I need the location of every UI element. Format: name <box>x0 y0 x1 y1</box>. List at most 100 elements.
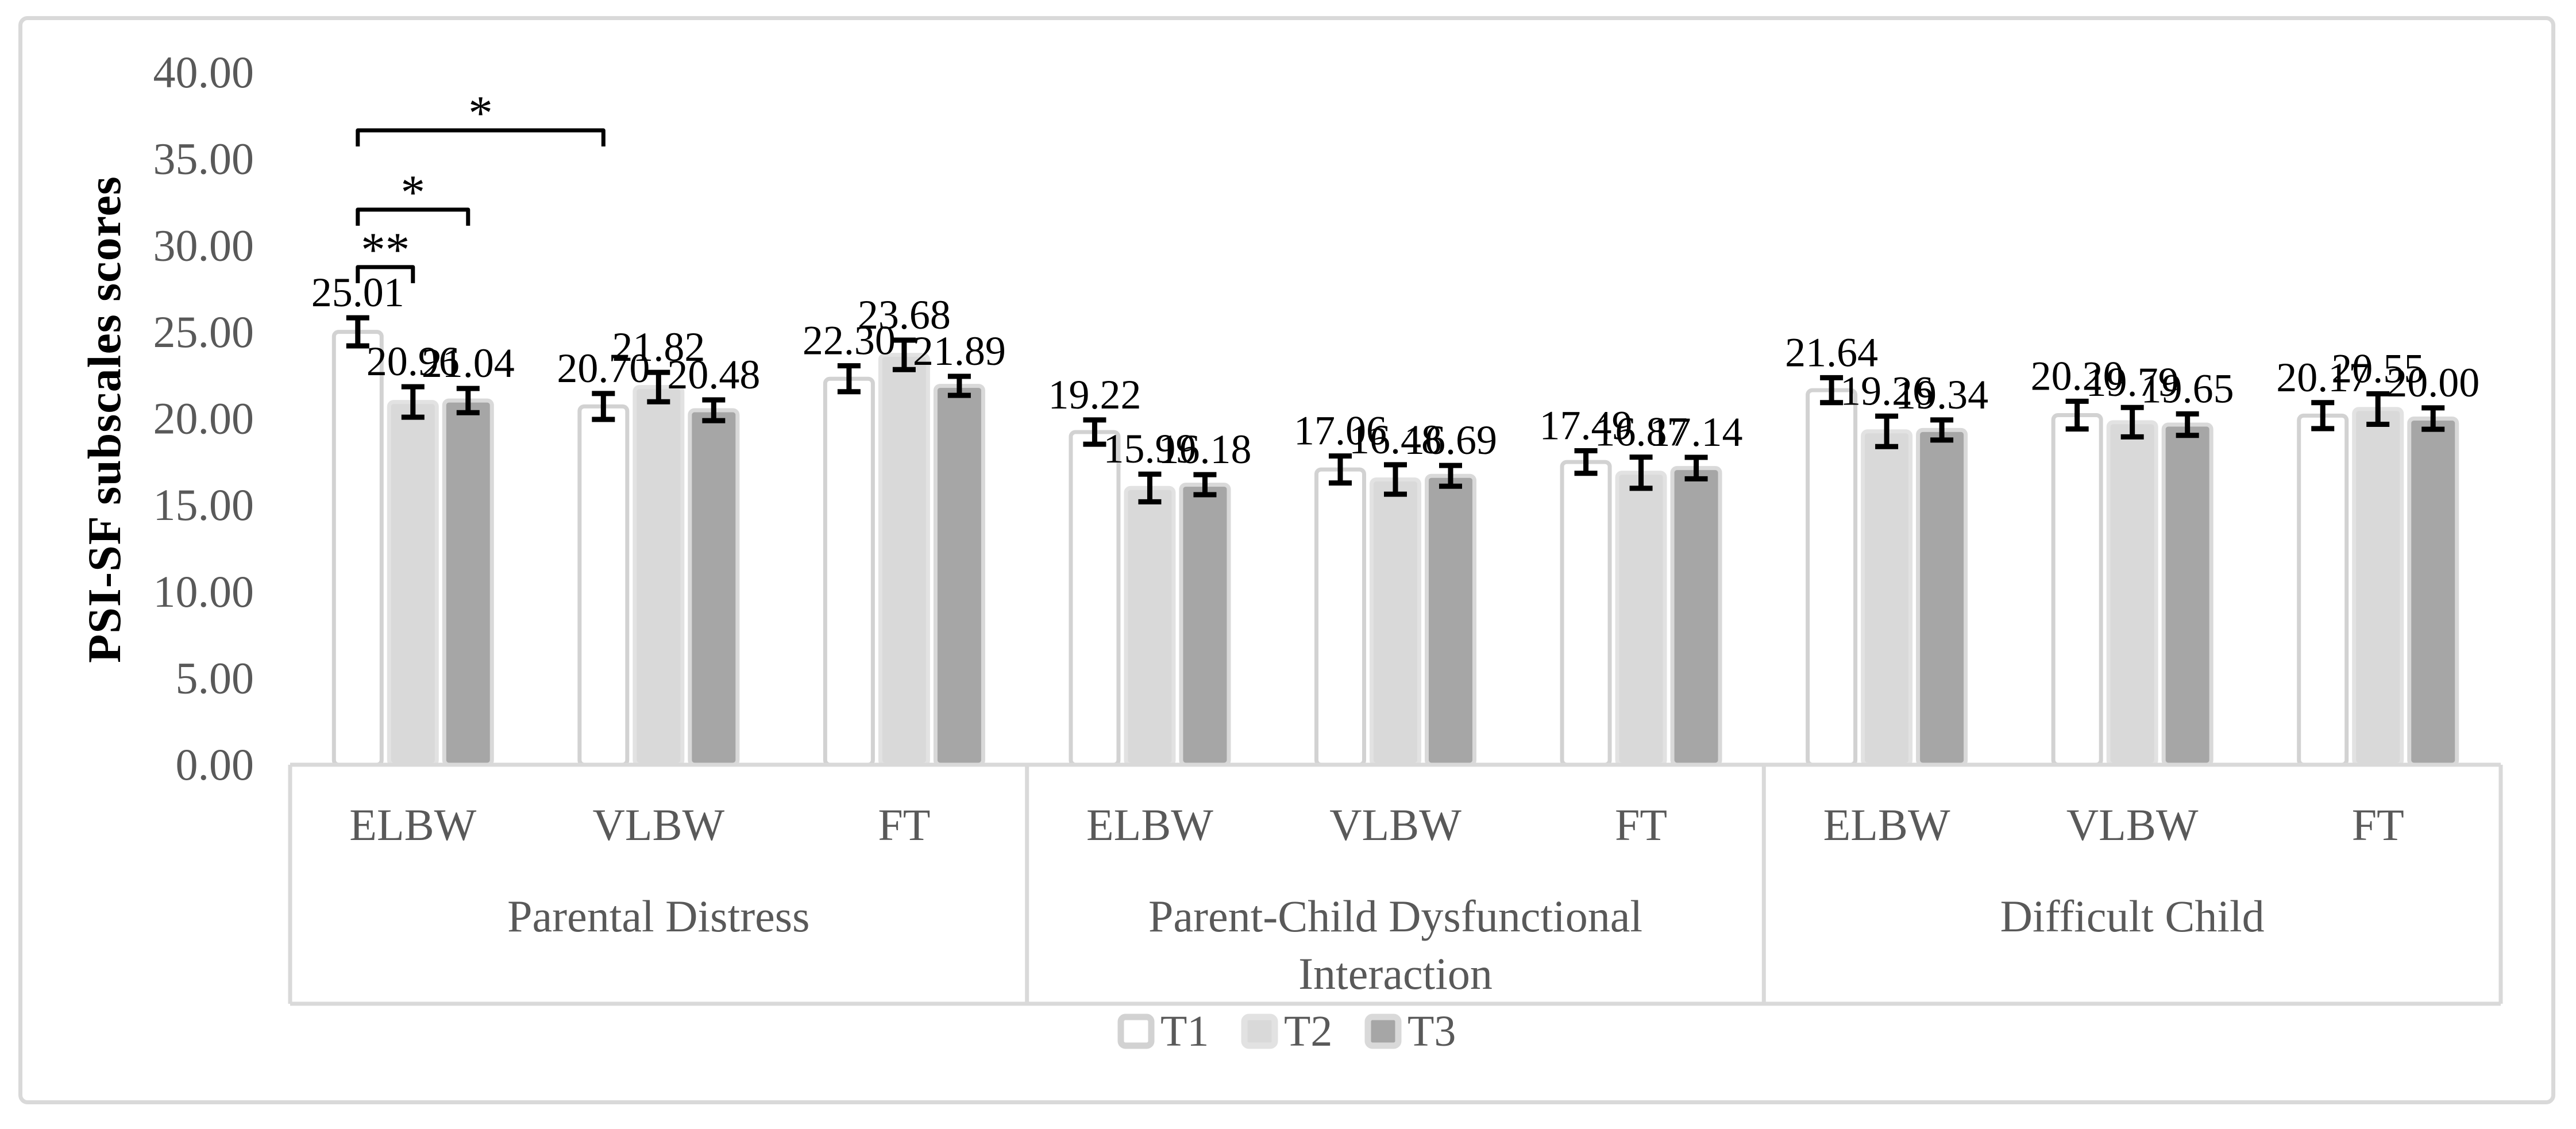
bar-value-label: 19.79 <box>2086 359 2179 405</box>
bar-t1-slot7 <box>2051 413 2103 767</box>
error-bar <box>2366 391 2390 427</box>
bar-t2-slot5 <box>1615 471 1667 767</box>
significance-stars: * <box>468 86 493 140</box>
bar-value-label: 21.82 <box>612 324 705 370</box>
error-bar <box>2421 405 2445 432</box>
bar-value-label: 20.17 <box>2276 355 2369 400</box>
significance-bracket <box>356 207 471 226</box>
bar-value-label: 20.00 <box>2386 360 2479 406</box>
bar-t1-slot1 <box>577 404 630 767</box>
bar-t3-slot3 <box>1179 483 1231 767</box>
error-bar <box>2311 400 2335 431</box>
bar-t1-slot0 <box>331 330 384 767</box>
error-bar <box>1384 462 1407 497</box>
error-bar <box>1083 417 1106 447</box>
error-bar <box>1138 471 1162 504</box>
significance-bracket <box>356 265 415 283</box>
error-bar <box>1875 413 1899 449</box>
bar-value-label: 15.99 <box>1103 426 1196 472</box>
bar-t3-slot0 <box>442 398 494 767</box>
bar-value-label: 16.48 <box>1349 417 1442 463</box>
error-bar <box>2176 411 2199 438</box>
bar-value-label: 20.96 <box>367 338 460 384</box>
x-axis-subgroup-label: ELBW <box>349 800 476 850</box>
bar-t3-slot1 <box>688 408 740 767</box>
bar-value-label: 20.55 <box>2331 345 2424 391</box>
y-tick-label: 0.00 <box>176 739 254 789</box>
error-bar <box>2065 398 2089 432</box>
bar-value-label: 16.87 <box>1595 409 1688 455</box>
bar-t1-slot3 <box>1069 430 1121 767</box>
significance-stars: ** <box>361 223 410 277</box>
bar-value-label: 20.70 <box>557 345 650 391</box>
error-bar <box>1820 375 1844 406</box>
bar-t3-slot2 <box>933 384 985 767</box>
bar-t3-slot5 <box>1670 466 1722 767</box>
error-bar <box>456 386 480 415</box>
bar-value-label: 21.89 <box>913 328 1006 374</box>
bar-t1-slot4 <box>1314 467 1366 767</box>
y-tick-label: 10.00 <box>153 567 254 616</box>
bar-value-label: 17.49 <box>1540 403 1633 449</box>
legend-label-t1: T1 <box>1160 1007 1209 1055</box>
error-bar <box>401 384 425 420</box>
bar-t1-slot8 <box>2297 413 2349 767</box>
error-bar <box>1439 463 1462 489</box>
error-bar <box>647 369 670 404</box>
error-bar <box>1193 472 1217 498</box>
legend-swatch-t2 <box>1241 1014 1278 1049</box>
error-bar <box>1684 454 1708 481</box>
bar-value-label: 19.34 <box>1895 372 1988 418</box>
bar-t2-slot7 <box>2106 420 2158 767</box>
error-bar <box>837 363 861 395</box>
bar-t2-slot1 <box>633 385 685 767</box>
x-axis-subgroup-label: ELBW <box>1086 800 1213 850</box>
legend-swatch-t1 <box>1117 1014 1155 1049</box>
x-axis-subgroup-label: VLBW <box>593 800 725 850</box>
bar-value-label: 17.06 <box>1294 408 1387 454</box>
bar-t2-slot3 <box>1124 485 1176 767</box>
error-bar <box>1574 448 1598 476</box>
bar-value-label: 19.26 <box>1840 368 1933 414</box>
bar-value-label: 21.64 <box>1785 329 1878 375</box>
y-tick-label: 20.00 <box>153 394 254 444</box>
bar-t1-slot5 <box>1560 460 1612 767</box>
legend-label-t3: T3 <box>1407 1007 1456 1055</box>
legend-label-t2: T2 <box>1284 1007 1332 1055</box>
bar-t2-slot4 <box>1370 477 1421 767</box>
x-axis-subgroup-label: FT <box>878 800 930 850</box>
x-axis-subgroup-label: ELBW <box>1823 800 1950 850</box>
x-axis-subgroup-label: FT <box>2352 800 2404 850</box>
x-axis-group-label: Difficult Child <box>2000 891 2265 941</box>
x-axis-group-label: Parental Distress <box>507 891 809 941</box>
x-axis-group-label: Parent-Child Dysfunctional <box>1148 891 1642 941</box>
y-tick-label: 35.00 <box>153 134 254 184</box>
bar-value-label: 17.14 <box>1650 409 1743 455</box>
error-bar <box>1629 454 1653 491</box>
x-axis-subgroup-label: VLBW <box>1329 800 1461 850</box>
legend-swatch-t3 <box>1364 1014 1402 1049</box>
error-bar <box>346 315 369 349</box>
bar-value-label: 19.65 <box>2141 365 2234 411</box>
bar-value-label: 20.48 <box>667 352 760 398</box>
bar-t2-slot2 <box>878 353 930 767</box>
error-bar <box>1329 453 1352 486</box>
y-tick-label: 25.00 <box>153 307 254 357</box>
x-axis-group-label: Interaction <box>1298 949 1493 999</box>
error-bar <box>892 337 916 372</box>
significance-stars: * <box>401 165 426 219</box>
significance-bracket <box>356 128 606 147</box>
bar-value-label: 16.18 <box>1158 426 1251 472</box>
bar-t3-slot6 <box>1916 427 1968 767</box>
bar-value-label: 20.20 <box>2031 353 2124 399</box>
bar-t2-slot8 <box>2352 407 2404 767</box>
bar-t2-slot0 <box>387 400 439 767</box>
bar-t3-slot7 <box>2161 422 2213 767</box>
x-axis-subgroup-label: FT <box>1615 800 1667 850</box>
bar-t3-slot4 <box>1425 473 1476 767</box>
error-bar <box>592 391 615 422</box>
error-bar <box>2120 404 2144 440</box>
bar-t1-slot2 <box>823 376 875 767</box>
